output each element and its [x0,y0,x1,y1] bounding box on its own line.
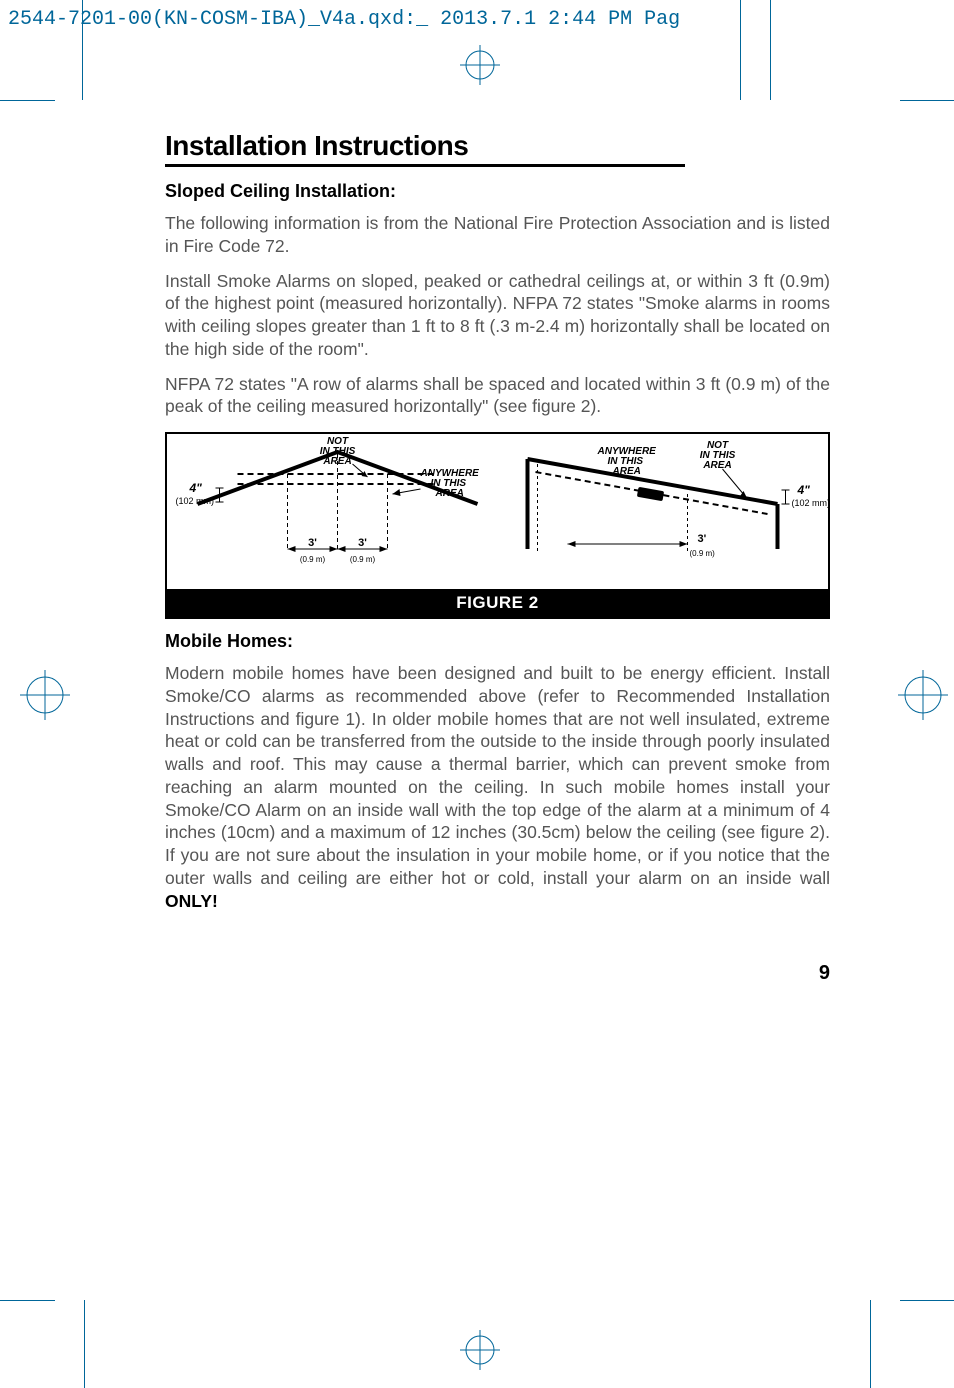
crop-line [900,100,954,101]
svg-text:AREA: AREA [612,466,641,477]
svg-text:4": 4" [797,483,811,497]
file-header: 2544-7201-00(KN-COSM-IBA)_V4a.qxd:_ 2013… [0,0,954,38]
registration-mark-icon [898,670,948,725]
crop-line [900,1300,954,1301]
only-emphasis: ONLY! [165,891,218,911]
paragraph: The following information is from the Na… [165,212,830,258]
crop-line [84,1300,85,1388]
svg-text:3': 3' [698,533,707,545]
figure-2: 4" (102 mm) NOT IN THIS AREA ANYWHERE IN… [165,432,830,619]
svg-text:(102 mm): (102 mm) [792,498,829,508]
svg-text:AREA: AREA [322,456,351,467]
paragraph: Install Smoke Alarms on sloped, peaked o… [165,270,830,361]
page-content: Installation Instructions Sloped Ceiling… [165,130,830,985]
svg-text:4": 4" [189,481,203,495]
section-heading: Installation Instructions [165,130,830,162]
figure-caption: FIGURE 2 [167,589,828,617]
svg-text:AREA: AREA [435,488,464,499]
figure-illustration: 4" (102 mm) NOT IN THIS AREA ANYWHERE IN… [167,434,828,589]
crop-line [740,0,741,100]
crop-line [870,1300,871,1388]
svg-text:(102 mm): (102 mm) [176,496,215,506]
registration-mark-icon [20,670,70,725]
heading-underline [165,164,685,167]
paragraph: Modern mobile homes have been designed a… [165,662,830,912]
header-text: 2544-7201-00(KN-COSM-IBA)_V4a.qxd:_ 2013… [8,8,680,31]
crop-line [82,0,83,100]
page-number: 9 [165,962,830,985]
svg-text:(0.9 m): (0.9 m) [350,555,376,564]
registration-mark-icon [460,45,500,85]
svg-text:3': 3' [358,537,367,549]
subheading-sloped: Sloped Ceiling Installation: [165,181,830,202]
crop-line [0,1300,55,1301]
subheading-mobile: Mobile Homes: [165,631,830,652]
crop-line [770,0,771,100]
svg-text:(0.9 m): (0.9 m) [690,549,716,558]
crop-line [0,100,55,101]
svg-text:3': 3' [308,537,317,549]
paragraph: NFPA 72 states "A row of alarms shall be… [165,373,830,419]
paragraph-text: Modern mobile homes have been designed a… [165,663,830,888]
svg-text:AREA: AREA [702,460,731,471]
svg-text:(0.9 m): (0.9 m) [300,555,326,564]
registration-mark-icon [460,1330,500,1370]
